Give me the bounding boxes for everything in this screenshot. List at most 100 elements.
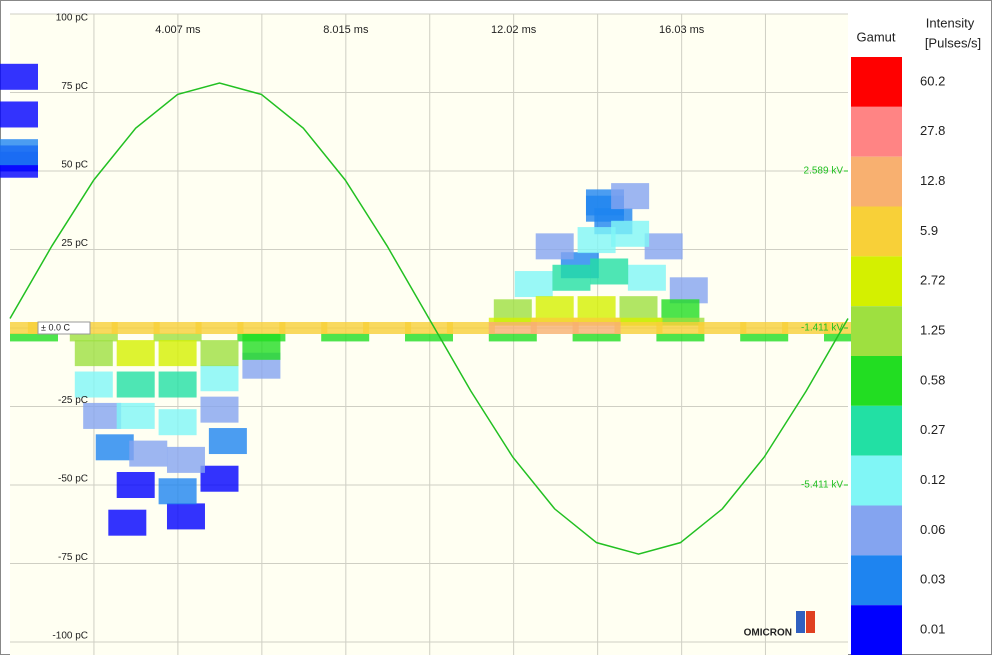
pulse-cell: [656, 317, 705, 326]
logo-icon: [796, 611, 805, 633]
pulse-cloud: [0, 63, 872, 536]
y-tick-label: 50 pC: [61, 160, 88, 171]
zero-label-box: [37, 321, 91, 335]
gamut-swatch: [851, 106, 902, 157]
pulse-cell: [74, 371, 113, 398]
pulse-cell: [514, 271, 553, 298]
pulse-cell: [572, 317, 621, 326]
pulse-cell: [208, 428, 247, 455]
pulse-cell: [740, 333, 789, 342]
pulse-cell: [158, 340, 197, 367]
logo-icon: [806, 611, 815, 633]
pulse-cell: [614, 317, 663, 326]
pulse-cell: [656, 322, 705, 334]
pulse-cell: [740, 322, 789, 334]
gamut-label: 0.12: [920, 472, 945, 487]
pulse-cell: [530, 322, 579, 334]
pulse-cell: [535, 233, 574, 260]
pulse-cell: [656, 333, 705, 342]
pulse-cell: [116, 340, 155, 367]
y2-tick-label: 2.589 kV: [804, 166, 844, 177]
pulse-cell: [158, 371, 197, 398]
y-tick-label: -25 pC: [58, 395, 88, 406]
pulse-cell: [405, 333, 453, 342]
pulse-cell: [572, 322, 621, 334]
y-tick-label: 75 pC: [61, 81, 88, 92]
pulse-cell: [95, 434, 134, 461]
pulse-cell: [116, 472, 155, 498]
gamut-swatch: [851, 57, 902, 107]
gamut-label: 5.9: [920, 223, 938, 238]
y2-tick-label: -1.411 kV: [801, 323, 843, 334]
voltage-line: [9, 82, 849, 555]
voltage-layer: [9, 82, 849, 555]
gamut-swatch: [851, 256, 902, 307]
pulse-cell: [782, 322, 831, 334]
pulse-cell: [158, 478, 197, 505]
pulse-cell: [116, 402, 155, 429]
pulse-cell: [153, 322, 202, 334]
gamut-label: 0.58: [920, 372, 945, 387]
y-tick-label: -50 pC: [58, 474, 88, 485]
y-tick-label: -100 pC: [52, 631, 88, 642]
y-tick-label: -75 pC: [58, 552, 88, 563]
gamut-swatch: [851, 156, 902, 207]
gamut-swatch: [851, 505, 902, 556]
gamut-label: 0.06: [920, 522, 945, 537]
pulse-cell: [200, 340, 239, 367]
pulse-cell: [669, 277, 708, 304]
pulse-cell: [590, 258, 629, 285]
pulse-cell: [363, 322, 412, 334]
pulse-cell: [200, 465, 239, 492]
pulse-cell: [627, 264, 666, 291]
pulse-cell: [83, 402, 122, 429]
y-tick-label: 100 pC: [56, 13, 88, 24]
labels: 4.007 ms 8.015 ms 12.02 ms 16.03 ms 100 pC 75…: [37, 13, 848, 642]
gamut-label: 0.01: [920, 622, 945, 637]
gamut-label: 1.25: [920, 323, 945, 338]
pulse-cell: [158, 409, 197, 436]
logo: OMICRON: [744, 628, 792, 639]
pulse-cell: [242, 333, 281, 360]
gamut-label: 60.2: [920, 73, 945, 88]
intensity-unit: [Pulses/s]: [925, 35, 981, 50]
gamut-swatch: [851, 405, 902, 456]
pulse-cell: [530, 317, 579, 326]
gamut-swatch: [851, 455, 902, 506]
gamut-title: Gamut: [856, 29, 895, 44]
y2-tick-label: -5.411 kV: [801, 480, 843, 491]
pulse-cell: [74, 340, 113, 367]
x-tick-label: 8.015 ms: [323, 24, 369, 36]
pulse-cell: [405, 322, 453, 334]
gamut-swatch: [851, 605, 902, 655]
x-tick-label: 16.03 ms: [659, 24, 705, 36]
pulse-cell: [153, 333, 202, 342]
pulse-cell: [200, 396, 239, 423]
gamut-label: 12.8: [920, 173, 945, 188]
pulse-cell: [611, 220, 650, 247]
pulse-cell: [279, 322, 328, 334]
pulse-cell: [200, 365, 239, 392]
pulse-cell: [69, 333, 118, 342]
gamut-label: 2.72: [920, 273, 945, 288]
pulse-cell: [10, 333, 58, 342]
gamut-label: 27.8: [920, 123, 945, 138]
gamut-label: 0.03: [920, 572, 945, 587]
pulse-cell: [129, 440, 168, 467]
gamut-swatch: [851, 356, 902, 406]
y-tick-label: 25 pC: [61, 238, 88, 249]
pulse-cell: [572, 333, 621, 342]
pulse-cell: [116, 371, 155, 398]
pulse-cell: [166, 446, 205, 473]
gamut-swatch: [851, 306, 902, 356]
pulse-cell: [577, 227, 616, 254]
gamut-label: 0.27: [920, 422, 945, 437]
pulse-cell: [488, 333, 537, 342]
pulse-cell: [321, 322, 370, 334]
gamut-swatch: [851, 555, 902, 606]
pulse-cell: [0, 63, 38, 90]
pulse-cell: [824, 333, 872, 342]
pulse-cell: [446, 322, 495, 334]
